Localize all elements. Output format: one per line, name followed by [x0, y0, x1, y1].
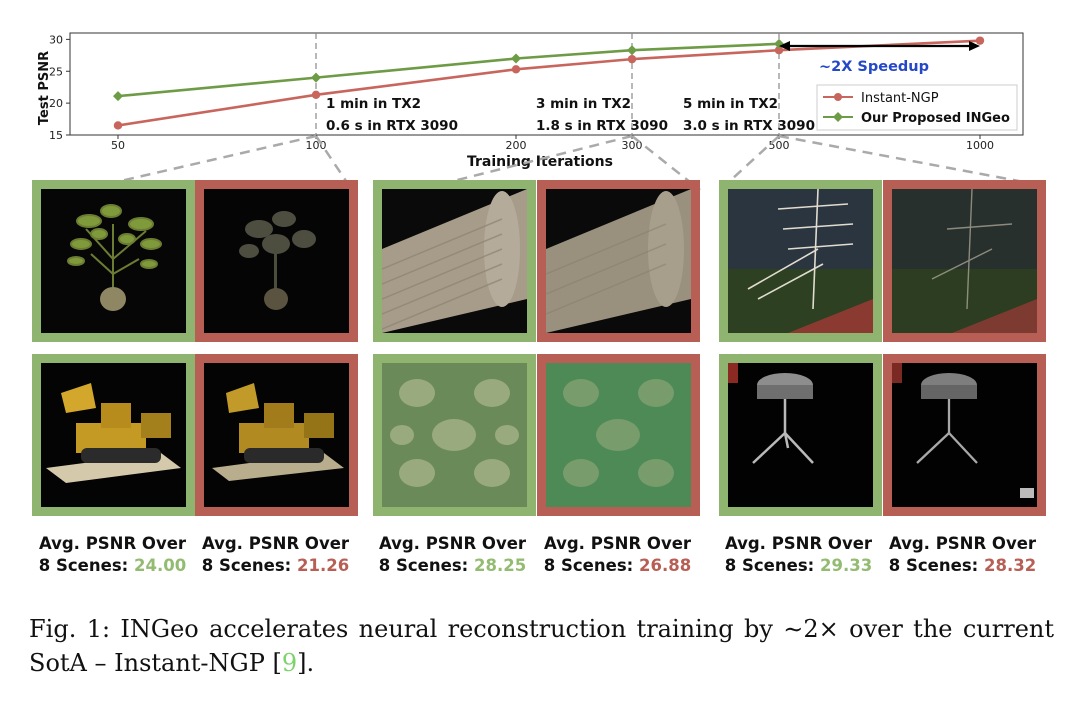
- series-layer: [113, 36, 985, 130]
- ship-ingeo-image: [719, 180, 882, 342]
- legend-label-ingeo: Our Proposed INGeo: [861, 111, 1010, 126]
- citation-link[interactable]: 9: [281, 649, 298, 677]
- ingeo-point: [627, 45, 637, 56]
- instant-ngp-point: [627, 54, 637, 64]
- x-axis-label: Training Iterations: [467, 154, 613, 170]
- caption-text: Fig. 1: INGeo accelerates neural reconst…: [29, 615, 1054, 677]
- instant-ngp-line: [117, 39, 981, 127]
- rope-render: [382, 189, 527, 333]
- instant-ngp-point: [975, 36, 985, 45]
- ficus-ingeo-image: [373, 354, 536, 516]
- rope-instant-ngp-image: [537, 180, 700, 342]
- legend-label-instant-ngp: Instant-NGP: [861, 91, 939, 106]
- annotation-layer: 1 min in TX2 0.6 s in RTX 3090 3 min in TX…: [326, 96, 815, 134]
- legend-item-instant-ngp: Instant-NGP: [823, 91, 939, 106]
- pattern-blurry-render: [546, 363, 691, 507]
- zoom-connectors: [37, 134, 1041, 200]
- instant-ngp-point: [511, 65, 521, 74]
- drums-instant-ngp-image: [883, 354, 1046, 516]
- y-axis-label: Test PSNR: [37, 51, 52, 125]
- rope-blurry-render: [546, 189, 691, 333]
- caption-suffix: ].: [297, 649, 315, 677]
- x-tick-label: 50: [111, 139, 125, 152]
- drums-render: [728, 363, 873, 507]
- caption-line2: 8 Scenes: 26.88: [543, 556, 692, 575]
- rope-ingeo-image: [373, 180, 536, 342]
- caption-line2: 8 Scenes: 24.00: [38, 556, 187, 575]
- y-tick-label: 30: [49, 33, 63, 46]
- plant-blurry-render: [204, 189, 349, 333]
- caption-ngp-2: Avg. PSNR Over 8 Scenes: 26.88: [535, 533, 700, 577]
- bulldozer-ingeo-image: [32, 354, 195, 516]
- instant-ngp-point: [113, 121, 123, 130]
- caption-ingeo-2: Avg. PSNR Over 8 Scenes: 28.25: [370, 533, 535, 577]
- y-tick-label: 25: [49, 65, 63, 78]
- caption-line2: 8 Scenes: 28.25: [378, 556, 527, 575]
- drums-ingeo-image: [719, 354, 882, 516]
- instant-ngp-point: [311, 90, 321, 100]
- caption-ingeo-1: Avg. PSNR Over 8 Scenes: 24.00: [30, 533, 195, 577]
- caption-line1: Avg. PSNR Over: [201, 534, 350, 553]
- y-tick-label: 20: [49, 97, 63, 110]
- x-tick-label: 200: [506, 139, 527, 152]
- y-tick-label: 15: [49, 129, 63, 142]
- psnr-value-red: 28.32: [983, 556, 1037, 575]
- ingeo-point: [311, 72, 321, 83]
- psnr-value-red: 21.26: [296, 556, 350, 575]
- caption-line2: 8 Scenes: 29.33: [724, 556, 873, 575]
- instant-ngp-point: [774, 46, 784, 55]
- x-tick-label: 300: [622, 139, 643, 152]
- caption-line2: 8 Scenes: 21.26: [201, 556, 350, 575]
- caption-ngp-1: Avg. PSNR Over 8 Scenes: 21.26: [193, 533, 358, 577]
- ingeo-point: [113, 91, 123, 102]
- x-tick-label: 1000: [966, 139, 994, 152]
- plant-render: [41, 189, 186, 333]
- plant-ingeo-image: [32, 180, 195, 342]
- caption-line1: Avg. PSNR Over: [888, 534, 1037, 553]
- ingeo-point: [511, 53, 521, 64]
- psnr-value-green: 29.33: [819, 556, 873, 575]
- bulldozer-instant-ngp-image: [195, 354, 358, 516]
- caption-line2: 8 Scenes: 28.32: [888, 556, 1037, 575]
- caption-line1: Avg. PSNR Over: [543, 534, 692, 553]
- grid-lines: [315, 33, 780, 135]
- ship-blurry-render: [892, 189, 1037, 333]
- psnr-value-green: 28.25: [473, 556, 527, 575]
- bulldozer-render: [41, 363, 186, 507]
- bulldozer-blurry-render: [204, 363, 349, 507]
- annotation-line: 1 min in TX2: [326, 96, 421, 112]
- psnr-value-red: 26.88: [638, 556, 692, 575]
- legend: Instant-NGP Our Proposed INGeo: [816, 84, 1018, 131]
- y-axis: 15 20 25 30: [49, 33, 70, 142]
- pattern-render: [382, 363, 527, 507]
- annotation-line: 3 min in TX2: [536, 96, 631, 112]
- annotation-line: 0.6 s in RTX 3090: [326, 118, 458, 134]
- ship-instant-ngp-image: [883, 180, 1046, 342]
- figure-caption: Fig. 1: INGeo accelerates neural reconst…: [29, 612, 1054, 680]
- annotation-line: 1.8 s in RTX 3090: [536, 118, 668, 134]
- caption-ingeo-3: Avg. PSNR Over 8 Scenes: 29.33: [716, 533, 881, 577]
- speedup-arrow: [779, 41, 980, 51]
- caption-line1: Avg. PSNR Over: [378, 534, 527, 553]
- annotation-line: 5 min in TX2: [683, 96, 778, 112]
- speedup-label: ~2X Speedup: [819, 59, 929, 75]
- plant-instant-ngp-image: [195, 180, 358, 342]
- caption-line1: Avg. PSNR Over: [724, 534, 873, 553]
- psnr-value-green: 24.00: [133, 556, 187, 575]
- legend-item-ingeo: Our Proposed INGeo: [823, 111, 1010, 126]
- ficus-instant-ngp-image: [537, 354, 700, 516]
- caption-ngp-3: Avg. PSNR Over 8 Scenes: 28.32: [880, 533, 1045, 577]
- ship-render: [728, 189, 873, 333]
- annotation-line: 3.0 s in RTX 3090: [683, 118, 815, 134]
- caption-line1: Avg. PSNR Over: [38, 534, 187, 553]
- drums-blurry-render: [892, 363, 1037, 507]
